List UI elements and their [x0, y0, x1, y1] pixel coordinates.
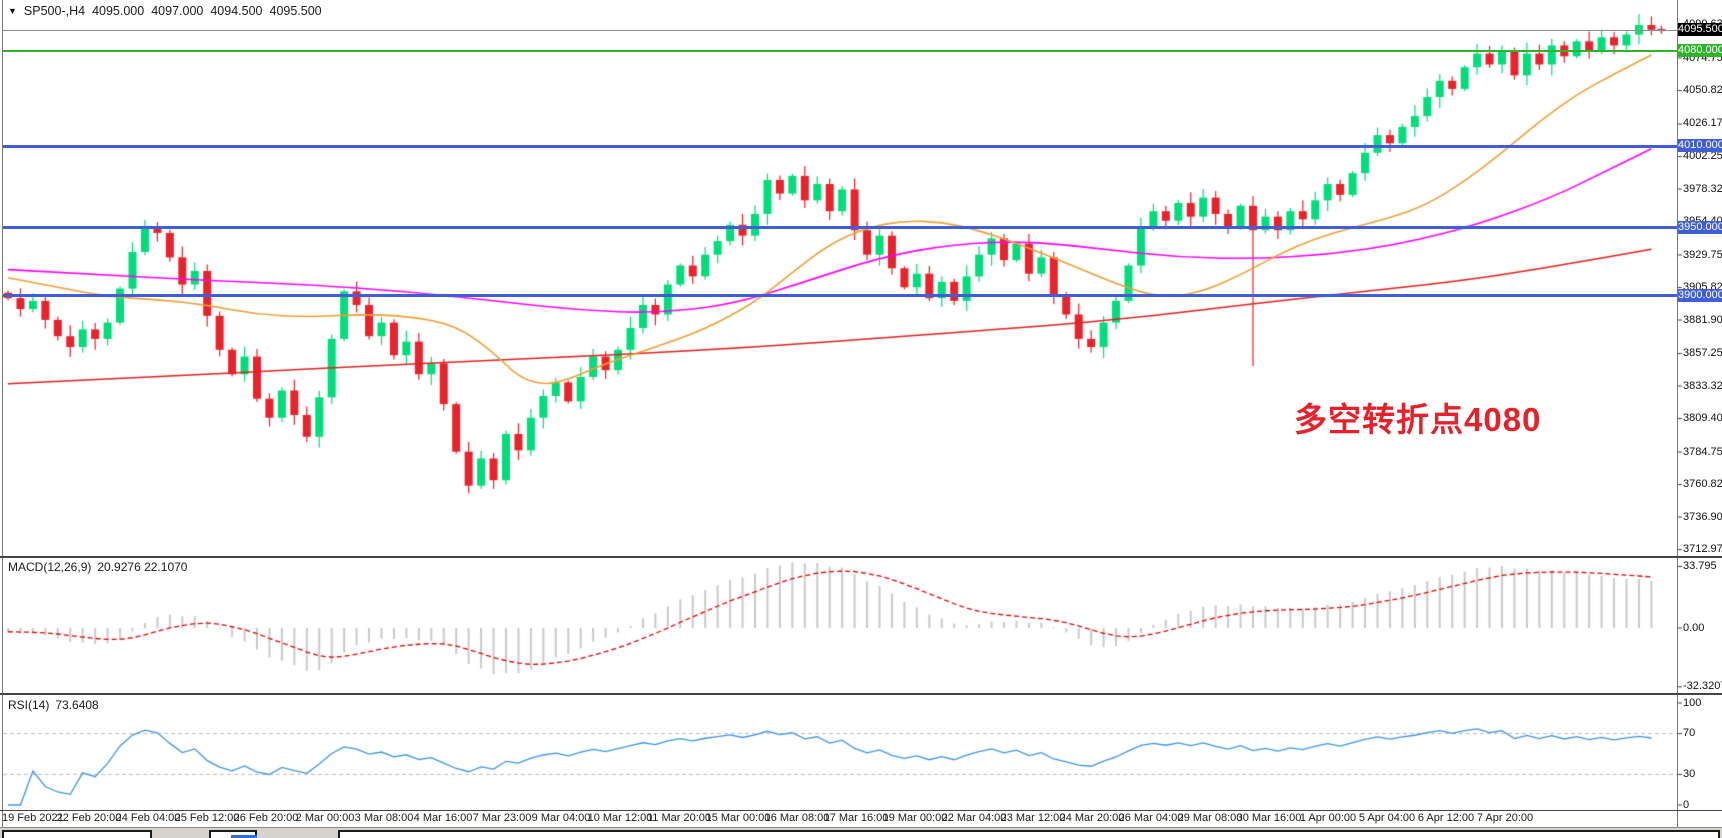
panel-separator[interactable] — [0, 693, 1722, 695]
current-price-line[interactable] — [3, 30, 1677, 31]
time-axis-label: 24 Feb 04:00 — [115, 812, 181, 824]
macd-values: 20.9276 22.1070 — [97, 560, 188, 574]
time-axis-label: 7 Apr 20:00 — [1476, 812, 1534, 824]
panel-separator[interactable] — [0, 556, 1722, 558]
price-axis-tick: 3929.750 — [1683, 248, 1722, 261]
rsi-axis-tick: 30 — [1683, 767, 1696, 780]
time-axis-label: 7 Mar 23:00 — [472, 812, 532, 824]
rsi-panel-label: RSI(14) 73.6408 — [8, 698, 105, 712]
low-value: 4094.500 — [210, 4, 263, 18]
price-axis-border — [1677, 0, 1678, 827]
time-axis-label: 4 Mar 16:00 — [413, 812, 473, 824]
time-axis-label: 5 Apr 04:00 — [1358, 812, 1416, 824]
panel-separator — [0, 810, 1722, 811]
close-value: 4095.500 — [269, 4, 322, 18]
price-axis-tick: 3712.975 — [1683, 543, 1722, 556]
time-axis-label: 3 Mar 08:00 — [354, 812, 414, 824]
macd-title: MACD(12,26,9) — [8, 560, 92, 574]
macd-panel-label: MACD(12,26,9) 20.9276 22.1070 — [8, 560, 193, 574]
symbol-ohlc-readout: ▼ SP500-,H4 4095.000 4097.000 4094.500 4… — [8, 4, 322, 18]
time-axis-label: 24 Mar 20:00 — [1059, 812, 1125, 824]
time-axis-label: 1 Apr 00:00 — [1299, 812, 1357, 824]
price-axis-tick: 3881.900 — [1683, 313, 1722, 326]
time-axis-label: 19 Feb 2021 — [2, 812, 64, 824]
open-value: 4095.000 — [92, 4, 145, 18]
time-axis-label: 26 Feb 20:00 — [233, 812, 299, 824]
time-axis-label: 16 Mar 08:00 — [764, 812, 830, 824]
hline-3950[interactable] — [3, 226, 1677, 229]
price-axis-tick: 3857.250 — [1683, 347, 1722, 360]
level-badge-3950: 3950.000 — [1678, 220, 1722, 234]
price-axis-tick: 3978.325 — [1683, 182, 1722, 195]
price-axis-tick: 3736.900 — [1683, 510, 1722, 523]
time-axis-label: 9 Mar 04:00 — [531, 812, 591, 824]
rsi-axis-tick: 0 — [1683, 798, 1690, 811]
price-axis-tick: 4026.175 — [1683, 117, 1722, 130]
hline-4010[interactable] — [3, 145, 1677, 148]
time-axis-label: 23 Mar 12:00 — [1000, 812, 1066, 824]
time-axis-label: 19 Mar 00:00 — [882, 812, 948, 824]
time-axis-label: 29 Mar 08:00 — [1177, 812, 1243, 824]
active-tab-accent — [231, 835, 257, 838]
time-axis-label: 17 Mar 16:00 — [823, 812, 889, 824]
price-axis-tick: 4002.250 — [1683, 150, 1722, 162]
rsi-axis-tick: 100 — [1683, 696, 1702, 709]
time-axis-label: 30 Mar 16:00 — [1236, 812, 1302, 824]
price-axis-tick: 3784.750 — [1683, 445, 1722, 458]
time-axis-label: 10 Mar 12:00 — [587, 812, 653, 824]
time-axis-label: 15 Mar 00:00 — [705, 812, 771, 824]
symbol-label: SP500-,H4 — [23, 4, 86, 18]
time-axis-label: 11 Mar 20:00 — [646, 812, 712, 824]
high-value: 4097.000 — [151, 4, 204, 18]
annotation-text[interactable]: 多空转折点4080 — [1294, 401, 1542, 438]
current-price-badge: 4095.500 — [1678, 23, 1722, 37]
macd-axis-tick: 33.795 — [1683, 559, 1717, 572]
chevron-down-icon[interactable]: ▼ — [8, 6, 17, 16]
chart-tab[interactable] — [2, 830, 152, 838]
macd-axis-tick: 0.00 — [1683, 621, 1705, 634]
price-axis-tick: 3833.325 — [1683, 379, 1722, 392]
chart-tab[interactable] — [338, 830, 1720, 838]
time-axis-label: 22 Feb 20:00 — [56, 812, 122, 824]
price-axis-tick: 3760.825 — [1683, 478, 1722, 491]
level-badge-3900: 3900.000 — [1678, 288, 1722, 302]
rsi-value: 73.6408 — [55, 698, 99, 712]
level-badge-4010: 4010.000 — [1678, 139, 1722, 153]
time-axis-label: 2 Mar 00:00 — [295, 812, 355, 824]
rsi-title: RSI(14) — [8, 698, 50, 712]
hline-3900[interactable] — [3, 294, 1677, 297]
price-axis-tick: 4050.825 — [1683, 84, 1722, 96]
time-axis-label: 25 Feb 12:00 — [174, 812, 240, 824]
time-axis-label: 22 Mar 04:00 — [941, 812, 1007, 824]
left-frame-border — [2, 0, 3, 827]
price-axis-tick: 3809.400 — [1683, 412, 1722, 425]
rsi-axis-tick: 70 — [1683, 727, 1696, 740]
chart-tab[interactable] — [209, 830, 257, 838]
time-axis-label: 6 Apr 12:00 — [1417, 812, 1475, 824]
hline-4080[interactable] — [3, 50, 1677, 52]
time-axis-label: 26 Mar 04:00 — [1118, 812, 1184, 824]
macd-axis-tick: -32.3207 — [1683, 680, 1722, 693]
level-badge-4080: 4080.000 — [1678, 44, 1722, 58]
